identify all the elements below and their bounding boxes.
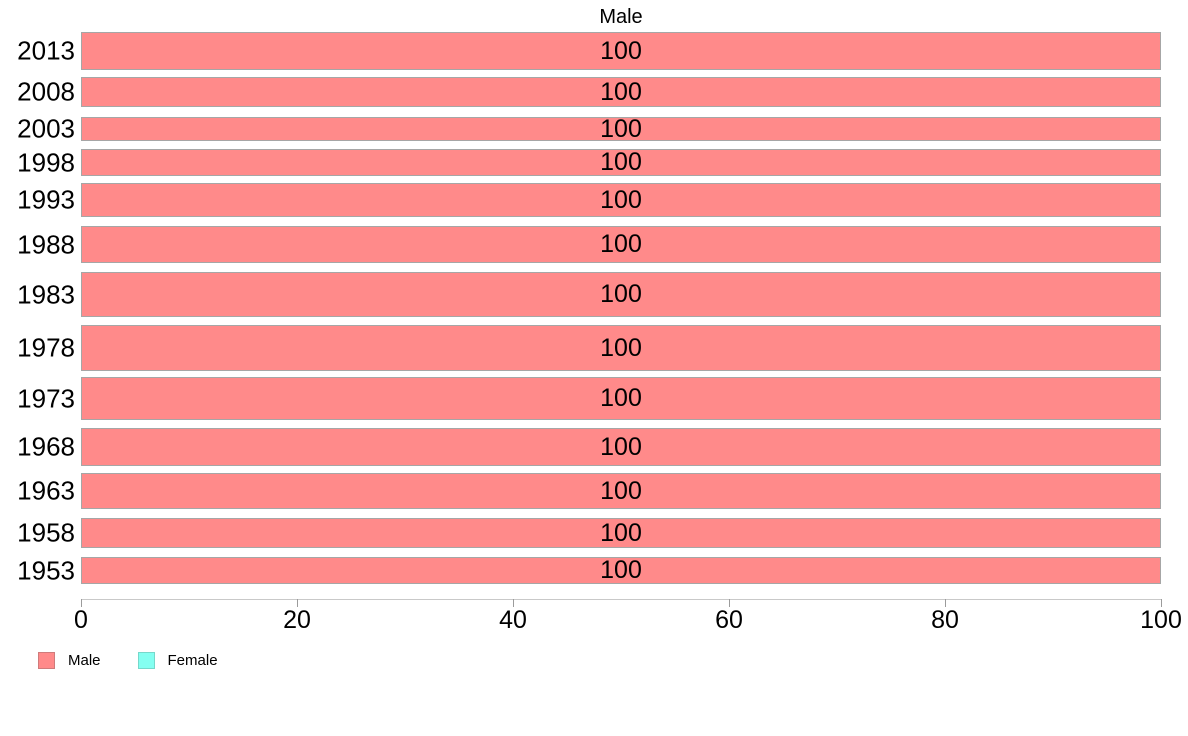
- bar-value-label: 100: [600, 518, 642, 547]
- legend-item-female[interactable]: Female: [137, 652, 218, 669]
- legend-item-male[interactable]: Male: [38, 652, 101, 669]
- x-tick-mark: [729, 599, 730, 607]
- bar-value-label: 100: [600, 333, 642, 362]
- x-tick-label: 80: [931, 606, 959, 634]
- bar[interactable]: 100: [81, 518, 1161, 548]
- x-tick-mark: [81, 599, 82, 607]
- bar[interactable]: 100: [81, 77, 1161, 107]
- x-tick-mark: [945, 599, 946, 607]
- bar[interactable]: 100: [81, 32, 1161, 70]
- bar-value-label: 100: [600, 230, 642, 258]
- y-tick-label: 1968: [17, 431, 75, 462]
- bar-value-label: 100: [600, 280, 642, 308]
- x-tick-label: 60: [715, 606, 743, 634]
- x-tick-label: 0: [74, 606, 88, 634]
- legend-swatch-icon: [38, 652, 55, 669]
- chart-title: Male: [599, 6, 643, 28]
- bar[interactable]: 100: [81, 183, 1161, 217]
- x-tick-mark: [513, 599, 514, 607]
- bar[interactable]: 100: [81, 377, 1161, 420]
- x-tick-label: 20: [283, 606, 311, 634]
- y-tick-label: 1998: [17, 147, 75, 177]
- bar[interactable]: 100: [81, 428, 1161, 466]
- bar-value-label: 100: [600, 77, 642, 106]
- bar-value-label: 100: [600, 114, 642, 143]
- bar-value-label: 100: [600, 148, 642, 176]
- bar-value-label: 100: [600, 556, 642, 584]
- x-tick-mark: [297, 599, 298, 607]
- y-tick-label: 1953: [17, 555, 75, 585]
- bar-value-label: 100: [600, 384, 642, 412]
- bar[interactable]: 100: [81, 149, 1161, 176]
- y-tick-label: 2008: [17, 76, 75, 107]
- bar-value-label: 100: [600, 476, 642, 505]
- bar-value-label: 100: [600, 36, 642, 65]
- y-tick-label: 2013: [17, 35, 75, 66]
- y-tick-label: 2003: [17, 113, 75, 144]
- y-tick-label: 1958: [17, 517, 75, 548]
- x-axis-line: [81, 599, 1161, 600]
- bar[interactable]: 100: [81, 473, 1161, 509]
- y-tick-label: 1973: [17, 383, 75, 413]
- bar[interactable]: 100: [81, 272, 1161, 317]
- y-tick-label: 1963: [17, 475, 75, 506]
- y-tick-label: 1988: [17, 229, 75, 259]
- x-tick-label: 40: [499, 606, 527, 634]
- x-tick-mark: [1161, 599, 1162, 607]
- bar[interactable]: 100: [81, 114, 1161, 143]
- bar-value-label: 100: [600, 432, 642, 461]
- legend: Male Female: [38, 652, 218, 669]
- bar-value-label: 100: [600, 185, 642, 214]
- y-tick-label: 1993: [17, 184, 75, 215]
- y-tick-label: 1978: [17, 332, 75, 363]
- legend-swatch-icon: [137, 652, 155, 669]
- bar[interactable]: 100: [81, 226, 1161, 263]
- legend-label: Male: [68, 652, 101, 669]
- legend-label: Female: [167, 652, 218, 669]
- x-tick-label: 100: [1140, 606, 1182, 634]
- y-tick-label: 1983: [17, 279, 75, 309]
- bar[interactable]: 100: [81, 325, 1161, 371]
- bar[interactable]: 100: [81, 557, 1161, 584]
